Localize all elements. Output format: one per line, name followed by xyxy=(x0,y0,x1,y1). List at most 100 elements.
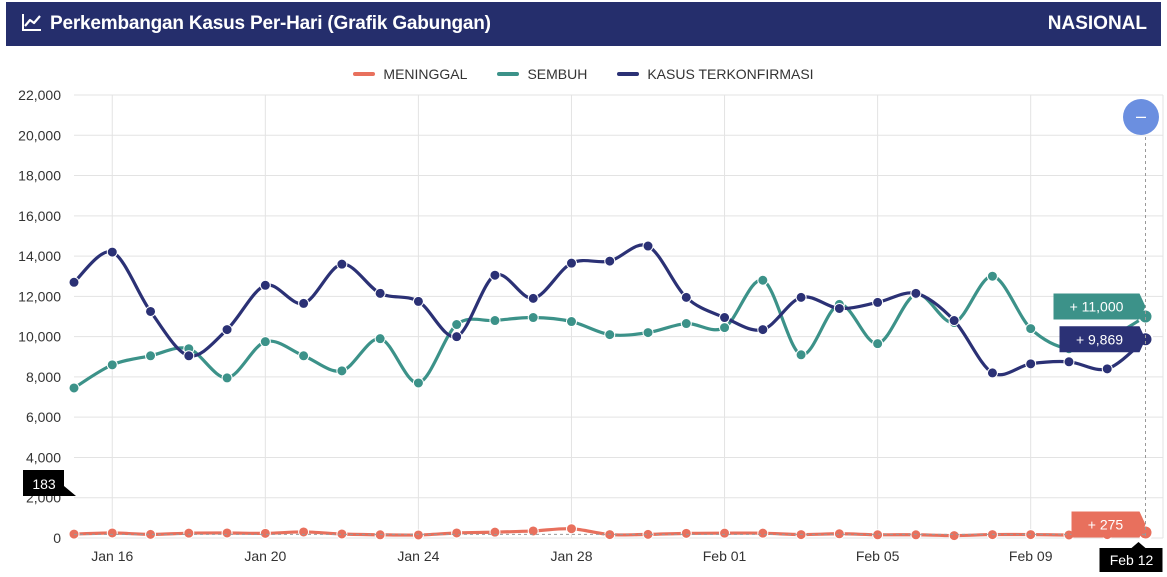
data-point-sembuh[interactable] xyxy=(565,316,577,328)
data-point-kasus-terkonfirmasi[interactable] xyxy=(872,296,884,308)
data-point-meninggal[interactable] xyxy=(145,528,157,540)
data-point-sembuh[interactable] xyxy=(527,312,539,324)
data-point-kasus-terkonfirmasi[interactable] xyxy=(412,295,424,307)
y-tick-label: 16,000 xyxy=(18,208,61,224)
data-point-meninggal[interactable] xyxy=(680,527,692,539)
data-point-sembuh[interactable] xyxy=(719,322,731,334)
data-point-meninggal[interactable] xyxy=(412,529,424,541)
legend-swatch-sembuh xyxy=(497,72,520,76)
legend-swatch-meninggal xyxy=(353,72,376,76)
data-point-kasus-terkonfirmasi[interactable] xyxy=(298,297,310,309)
data-point-sembuh[interactable] xyxy=(106,359,118,371)
data-point-kasus-terkonfirmasi[interactable] xyxy=(948,315,960,327)
y-tick-label: 22,000 xyxy=(18,87,61,103)
data-point-meninggal[interactable] xyxy=(106,527,118,539)
x-tick-label: Feb 09 xyxy=(1009,548,1053,564)
data-point-sembuh[interactable] xyxy=(986,270,998,282)
legend-item-kasus[interactable]: KASUS TERKONFIRMASI xyxy=(617,66,814,82)
tooltip-label: + 275 xyxy=(1088,516,1124,532)
data-point-sembuh[interactable] xyxy=(795,349,807,361)
data-point-sembuh[interactable] xyxy=(68,382,80,394)
x-tick-label: Jan 24 xyxy=(397,548,439,564)
data-point-meninggal[interactable] xyxy=(527,525,539,537)
data-point-sembuh[interactable] xyxy=(259,336,271,348)
data-point-kasus-terkonfirmasi[interactable] xyxy=(451,331,463,343)
data-point-kasus-terkonfirmasi[interactable] xyxy=(1025,358,1037,370)
data-point-kasus-terkonfirmasi[interactable] xyxy=(910,287,922,299)
data-point-meninggal[interactable] xyxy=(489,526,501,538)
legend-label-sembuh: SEMBUH xyxy=(527,66,588,82)
zoom-out-icon: – xyxy=(1136,106,1146,126)
data-point-kasus-terkonfirmasi[interactable] xyxy=(565,257,577,269)
legend-label-meninggal: MENINGGAL xyxy=(383,66,468,82)
data-point-kasus-terkonfirmasi[interactable] xyxy=(757,324,769,336)
data-point-kasus-terkonfirmasi[interactable] xyxy=(336,258,348,270)
data-point-kasus-terkonfirmasi[interactable] xyxy=(68,276,80,288)
y-tick-label: 12,000 xyxy=(18,288,61,304)
data-point-sembuh[interactable] xyxy=(451,319,463,331)
data-point-sembuh[interactable] xyxy=(872,338,884,350)
y-tick-label: 14,000 xyxy=(18,248,61,264)
crosshair-x-label: Feb 12 xyxy=(1110,552,1154,568)
data-point-kasus-terkonfirmasi[interactable] xyxy=(1101,363,1113,375)
data-point-kasus-terkonfirmasi[interactable] xyxy=(145,305,157,317)
data-point-kasus-terkonfirmasi[interactable] xyxy=(986,367,998,379)
data-point-kasus-terkonfirmasi[interactable] xyxy=(604,255,616,267)
data-point-meninggal[interactable] xyxy=(298,526,310,538)
data-point-kasus-terkonfirmasi[interactable] xyxy=(527,292,539,304)
data-point-kasus-terkonfirmasi[interactable] xyxy=(106,246,118,258)
data-point-kasus-terkonfirmasi[interactable] xyxy=(183,350,195,362)
chart-legend: MENINGGAL SEMBUH KASUS TERKONFIRMASI xyxy=(0,62,1167,86)
zoom-out-button[interactable] xyxy=(1123,99,1159,135)
y-tick-label: 6,000 xyxy=(26,409,61,425)
legend-item-meninggal[interactable]: MENINGGAL xyxy=(353,66,467,82)
data-point-meninggal[interactable] xyxy=(565,523,577,535)
data-point-kasus-terkonfirmasi[interactable] xyxy=(719,312,731,324)
tooltip-box xyxy=(1071,511,1146,538)
data-point-meninggal[interactable] xyxy=(833,528,845,540)
y-tick-label: 10,000 xyxy=(18,329,61,345)
data-point-kasus-terkonfirmasi[interactable] xyxy=(642,240,654,252)
data-point-kasus-terkonfirmasi[interactable] xyxy=(680,291,692,303)
data-point-meninggal[interactable] xyxy=(451,527,463,539)
crosshair-y-label: 183 xyxy=(32,476,56,492)
x-tick-label: Jan 28 xyxy=(550,548,592,564)
data-point-kasus-terkonfirmasi[interactable] xyxy=(221,324,233,336)
data-point-sembuh[interactable] xyxy=(298,350,310,362)
data-point-sembuh[interactable] xyxy=(1025,323,1037,335)
data-point-meninggal[interactable] xyxy=(183,527,195,539)
data-point-sembuh[interactable] xyxy=(145,350,157,362)
data-point-sembuh[interactable] xyxy=(642,327,654,339)
y-tick-label: 8,000 xyxy=(26,369,61,385)
data-point-kasus-terkonfirmasi[interactable] xyxy=(489,269,501,281)
tooltip-box xyxy=(1059,326,1146,353)
data-point-kasus-terkonfirmasi[interactable] xyxy=(795,291,807,303)
data-point-kasus-terkonfirmasi[interactable] xyxy=(374,287,386,299)
data-point-sembuh[interactable] xyxy=(336,365,348,377)
data-point-meninggal[interactable] xyxy=(948,530,960,542)
tooltip-label: + 11,000 xyxy=(1070,299,1124,315)
data-point-sembuh[interactable] xyxy=(221,372,233,384)
data-point-meninggal[interactable] xyxy=(719,527,731,539)
data-point-meninggal[interactable] xyxy=(221,527,233,539)
legend-swatch-kasus xyxy=(617,72,640,76)
data-point-sembuh[interactable] xyxy=(412,377,424,389)
data-point-sembuh[interactable] xyxy=(757,274,769,286)
data-point-meninggal[interactable] xyxy=(642,528,654,540)
data-point-sembuh[interactable] xyxy=(604,329,616,341)
line-chart-icon xyxy=(22,13,42,36)
legend-item-sembuh[interactable]: SEMBUH xyxy=(497,66,587,82)
y-tick-label: 20,000 xyxy=(18,127,61,143)
data-point-sembuh[interactable] xyxy=(489,315,501,327)
tooltip-label: + 9,869 xyxy=(1076,331,1123,347)
data-point-kasus-terkonfirmasi[interactable] xyxy=(1063,356,1075,368)
data-point-sembuh[interactable] xyxy=(680,318,692,330)
data-point-kasus-terkonfirmasi[interactable] xyxy=(259,279,271,291)
page-title: Perkembangan Kasus Per-Hari (Grafik Gabu… xyxy=(50,13,491,34)
x-tick-label: Jan 20 xyxy=(244,548,286,564)
data-point-kasus-terkonfirmasi[interactable] xyxy=(833,302,845,314)
data-point-meninggal[interactable] xyxy=(757,527,769,539)
data-point-sembuh[interactable] xyxy=(374,333,386,345)
data-point-meninggal[interactable] xyxy=(259,527,271,539)
